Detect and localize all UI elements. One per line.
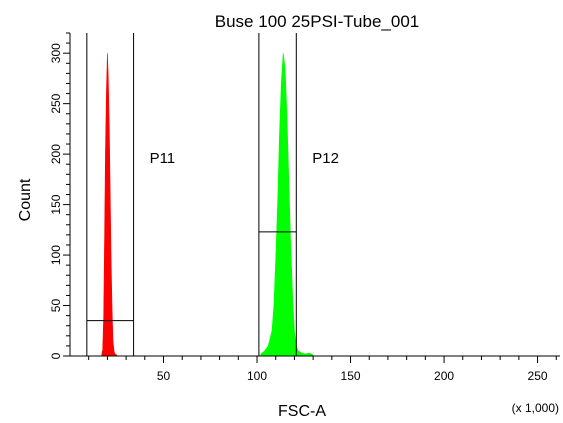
y-tick-label: 200 (49, 144, 63, 164)
gate-label-p12: P12 (312, 150, 339, 167)
y-axis-title: Count (17, 178, 34, 221)
y-tick-label: 50 (49, 299, 63, 313)
gate-label-p11: P11 (150, 150, 176, 167)
y-tick-label: 300 (49, 43, 63, 63)
histogram-p12 (260, 53, 314, 357)
y-tick-label: 150 (49, 194, 63, 214)
y-tick-label: 100 (49, 245, 63, 265)
histogram-p11 (101, 53, 118, 357)
x-tick-label: 100 (247, 369, 267, 383)
x-axis-title: FSC-A (278, 403, 326, 420)
y-tick-label: 250 (49, 93, 63, 113)
x-tick-label: 50 (157, 369, 171, 383)
x-tick-label: 250 (528, 369, 548, 383)
y-tick-label: 0 (49, 352, 63, 359)
x-tick-label: 150 (341, 369, 361, 383)
x-scale-note: (x 1,000) (512, 401, 559, 415)
x-tick-label: 200 (434, 369, 454, 383)
chart-title: Buse 100 25PSI-Tube_001 (215, 12, 419, 31)
